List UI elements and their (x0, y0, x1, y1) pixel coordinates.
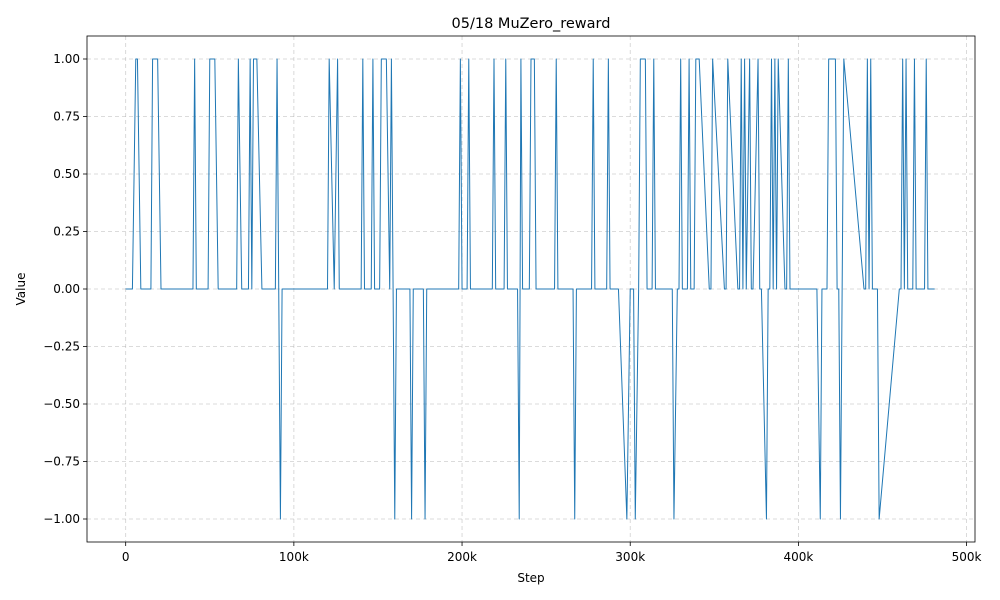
x-axis-ticks: 0 100k 200k 300k 400k 500k (122, 542, 982, 564)
x-tick-label: 0 (122, 550, 130, 564)
y-tick-label: 0.50 (53, 167, 80, 181)
x-tick-label: 300k (615, 550, 645, 564)
x-tick-label: 400k (783, 550, 813, 564)
series-layer (125, 58, 935, 520)
y-axis-label: Value (14, 273, 28, 306)
y-tick-label: −0.50 (43, 397, 80, 411)
y-tick-label: −0.75 (43, 455, 80, 469)
x-tick-label: 500k (952, 550, 982, 564)
series-line (125, 58, 935, 520)
y-tick-label: −0.25 (43, 340, 80, 354)
y-tick-label: −1.00 (43, 512, 80, 526)
x-tick-label: 100k (279, 550, 309, 564)
y-tick-label: 0.00 (53, 282, 80, 296)
x-tick-label: 200k (447, 550, 477, 564)
y-tick-label: 1.00 (53, 52, 80, 66)
y-axis-ticks: −1.00 −0.75 −0.50 −0.25 0.00 0.25 0.50 0.75 1.00 (43, 52, 87, 526)
y-tick-label: 0.25 (53, 225, 80, 239)
chart-title: 05/18 MuZero_reward (452, 16, 611, 32)
x-axis-label: Step (517, 571, 544, 585)
y-tick-label: 0.75 (53, 110, 80, 124)
